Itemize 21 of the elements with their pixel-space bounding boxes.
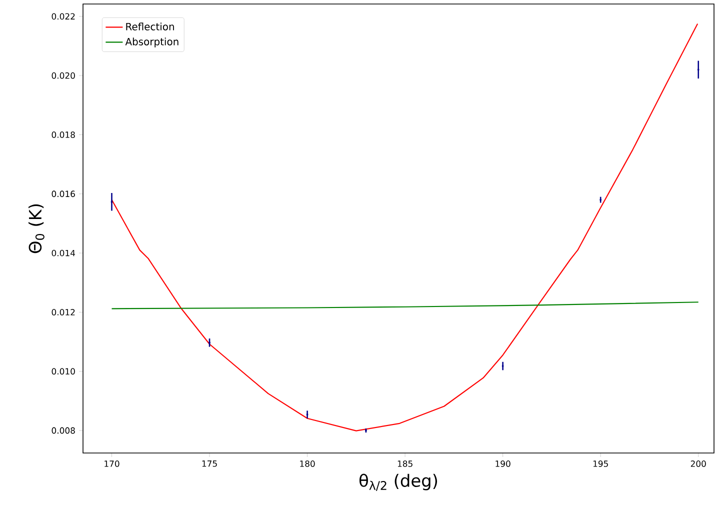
y-tick-label: 0.016 — [52, 190, 75, 198]
legend-label: Reflection — [126, 22, 174, 30]
x-tick-label: 185 — [398, 460, 412, 467]
legend-label: Absorption — [125, 38, 178, 48]
y-tick-label: 0.020 — [52, 72, 75, 79]
y-tick-label: 0.012 — [52, 308, 75, 316]
x-tick-label: 200 — [690, 460, 706, 467]
x-tick-label: 195 — [593, 460, 608, 467]
x-tick-label: 180 — [300, 460, 315, 467]
y-axis-title: Θ$_{0}$ (K) — [28, 204, 44, 254]
y-tick-label: 0.014 — [52, 250, 75, 256]
x-axis-title: θ$_{λ/2}$ (deg) — [359, 474, 438, 491]
y-tick-label: 0.018 — [52, 132, 75, 138]
line-series — [111, 23, 698, 432]
x-tick-label: 190 — [496, 460, 510, 467]
y-tick-label: 0.010 — [52, 368, 75, 375]
y-tick-label: 0.022 — [52, 13, 75, 20]
line-series — [111, 302, 699, 310]
x-tick-label: 175 — [202, 460, 217, 467]
y-tick-label: 0.008 — [52, 427, 75, 434]
x-tick-label: 170 — [104, 460, 120, 467]
